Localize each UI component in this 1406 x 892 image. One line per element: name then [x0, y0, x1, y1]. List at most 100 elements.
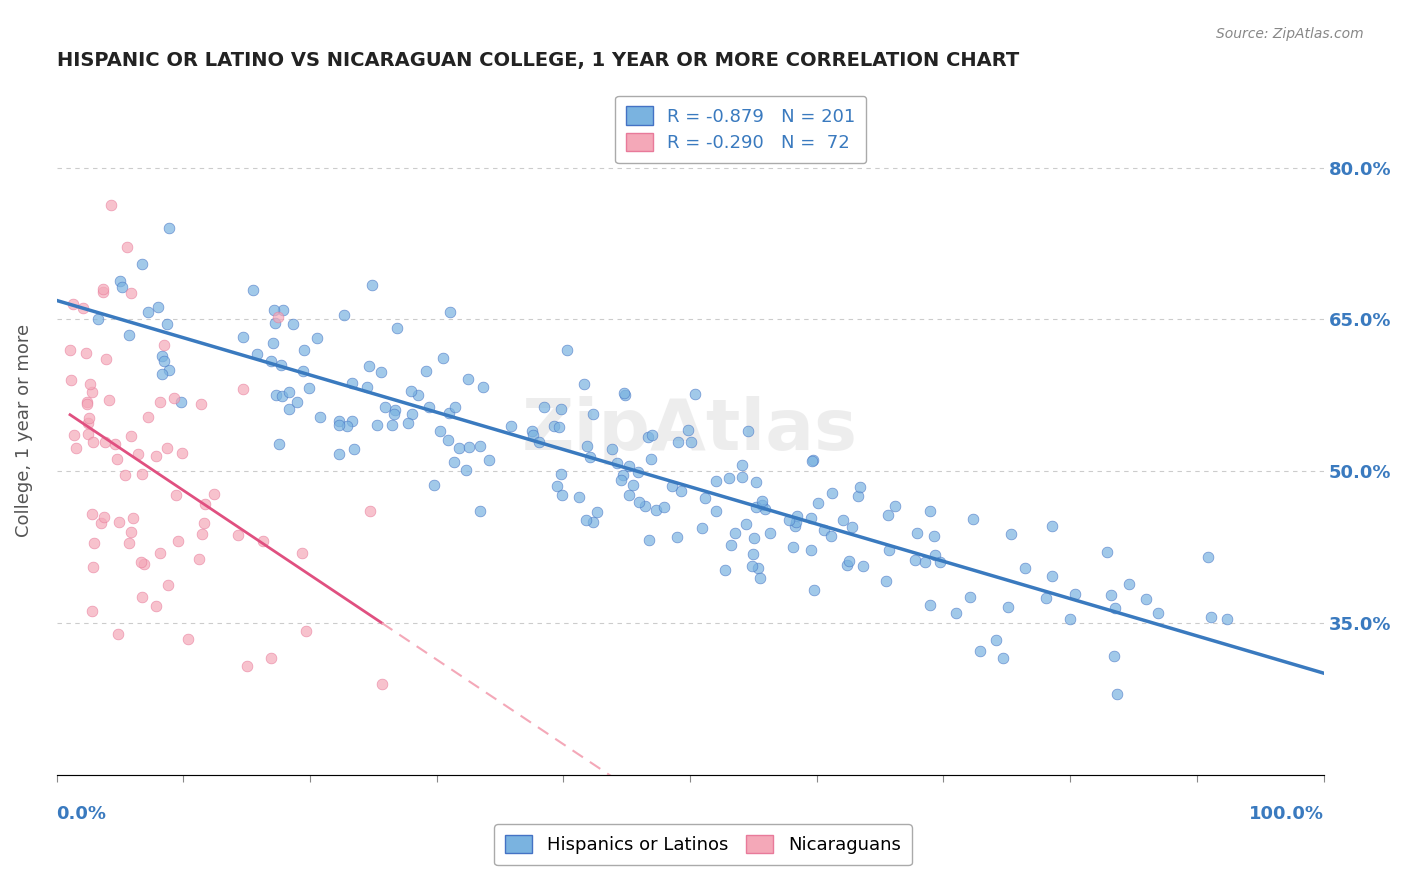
Point — [270, 359, 292, 373]
Point — [717, 471, 740, 485]
Point — [747, 561, 769, 575]
Point — [546, 479, 568, 493]
Point — [574, 377, 596, 392]
Point — [731, 458, 754, 473]
Point — [929, 555, 952, 569]
Point — [945, 606, 967, 620]
Point — [278, 384, 301, 399]
Point — [640, 427, 662, 442]
Point — [127, 446, 149, 460]
Point — [131, 556, 153, 570]
Point — [86, 312, 108, 326]
Point — [120, 428, 142, 442]
Point — [371, 677, 394, 691]
Point — [385, 320, 408, 334]
Point — [800, 511, 823, 525]
Point — [145, 449, 167, 463]
Y-axis label: College, 1 year or more: College, 1 year or more — [15, 324, 32, 537]
Legend: Hispanics or Latinos, Nicaraguans: Hispanics or Latinos, Nicaraguans — [495, 824, 911, 865]
Point — [720, 538, 742, 552]
Point — [468, 503, 491, 517]
Point — [149, 546, 172, 560]
Text: 0.0%: 0.0% — [56, 805, 107, 823]
Point — [82, 604, 104, 618]
Point — [748, 571, 770, 585]
Point — [959, 590, 981, 604]
Point — [190, 527, 212, 541]
Point — [851, 559, 873, 574]
Point — [1000, 526, 1022, 541]
Point — [637, 430, 659, 444]
Point — [62, 297, 84, 311]
Point — [100, 197, 122, 211]
Point — [359, 504, 381, 518]
Point — [628, 495, 651, 509]
Point — [1064, 587, 1087, 601]
Point — [156, 578, 179, 592]
Point — [969, 644, 991, 658]
Point — [77, 411, 100, 425]
Point — [734, 517, 756, 532]
Point — [153, 354, 176, 368]
Point — [291, 546, 314, 560]
Point — [669, 484, 692, 499]
Point — [612, 468, 634, 483]
Point — [575, 513, 598, 527]
Point — [232, 382, 254, 396]
Point — [472, 380, 495, 394]
Point — [458, 440, 481, 454]
Point — [285, 395, 308, 409]
Point — [190, 396, 212, 410]
Point — [803, 582, 825, 597]
Point — [457, 372, 479, 386]
Point — [120, 286, 142, 301]
Point — [841, 520, 863, 534]
Point — [132, 558, 155, 572]
Point — [731, 470, 754, 484]
Point — [120, 525, 142, 540]
Point — [149, 394, 172, 409]
Point — [131, 590, 153, 604]
Point — [271, 302, 294, 317]
Point — [96, 352, 118, 367]
Point — [281, 317, 304, 331]
Point — [305, 330, 328, 344]
Point — [148, 300, 170, 314]
Point — [690, 520, 713, 534]
Point — [778, 513, 800, 527]
Point — [801, 453, 824, 467]
Point — [665, 530, 688, 544]
Point — [627, 465, 650, 479]
Point — [80, 508, 103, 522]
Point — [79, 377, 101, 392]
Point — [418, 400, 440, 414]
Point — [63, 428, 86, 442]
Point — [759, 525, 782, 540]
Legend: R = -0.879   N = 201, R = -0.290   N =  72: R = -0.879 N = 201, R = -0.290 N = 72 — [614, 95, 866, 163]
Point — [59, 343, 82, 358]
Point — [236, 659, 259, 673]
Point — [384, 403, 406, 417]
Point — [924, 548, 946, 562]
Point — [177, 632, 200, 647]
Point — [751, 493, 773, 508]
Point — [117, 240, 139, 254]
Point — [242, 284, 264, 298]
Point — [617, 458, 640, 473]
Point — [838, 554, 860, 568]
Point — [914, 556, 936, 570]
Point — [548, 420, 571, 434]
Point — [714, 563, 737, 577]
Point — [437, 433, 460, 447]
Point — [374, 400, 396, 414]
Point — [77, 416, 100, 430]
Point — [157, 221, 180, 235]
Point — [478, 453, 501, 467]
Point — [904, 552, 927, 566]
Point — [676, 424, 699, 438]
Point — [370, 365, 392, 379]
Point — [568, 490, 591, 504]
Point — [156, 318, 179, 332]
Point — [550, 467, 572, 481]
Point — [401, 407, 423, 421]
